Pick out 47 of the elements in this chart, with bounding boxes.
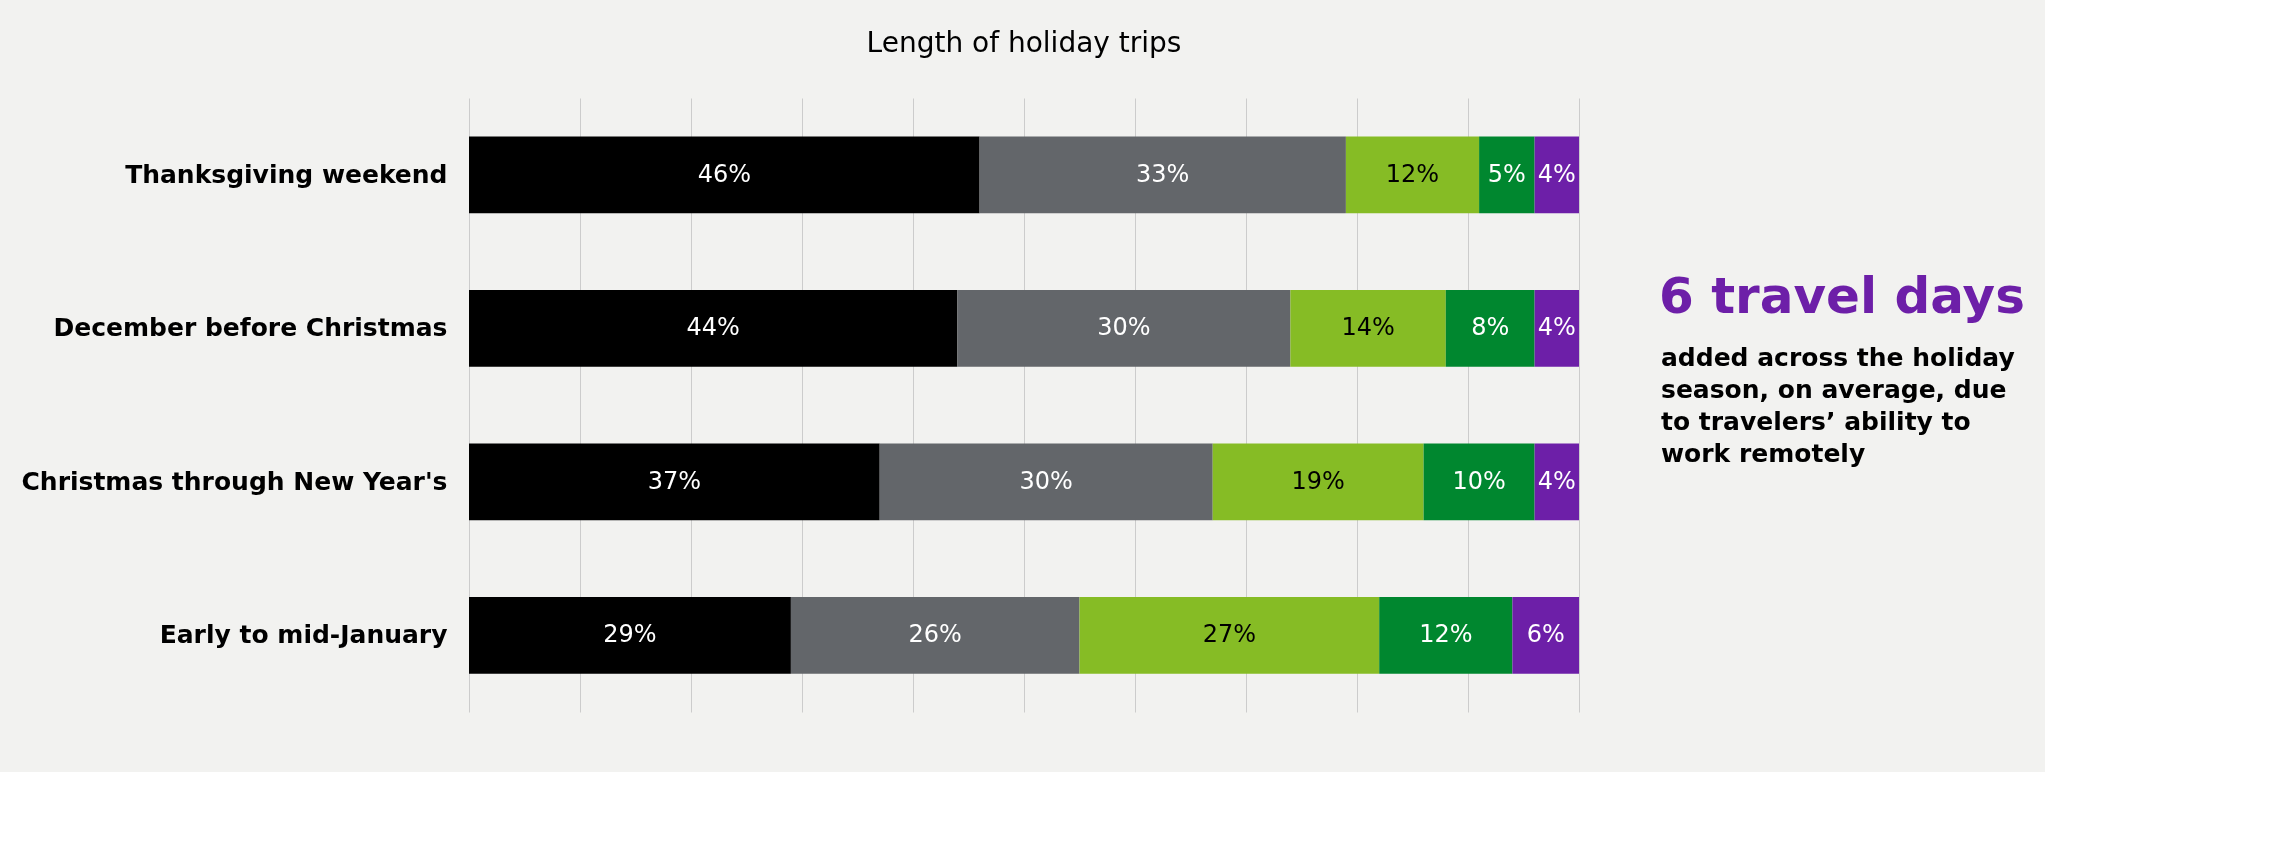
bar xyxy=(469,136,980,214)
bar xyxy=(1345,136,1480,214)
bar xyxy=(1479,136,1535,214)
data-label: 44% xyxy=(686,313,740,342)
chart-title: Length of holiday trips xyxy=(866,26,1182,59)
bar xyxy=(1079,596,1380,674)
bar xyxy=(469,289,958,367)
bar xyxy=(1534,136,1579,214)
data-label: 19% xyxy=(1291,466,1345,495)
data-label: 4% xyxy=(1537,159,1576,188)
bar xyxy=(979,136,1346,214)
data-label: 8% xyxy=(1471,313,1510,342)
data-label: 12% xyxy=(1385,159,1440,188)
y-tick-label: December before Christmas xyxy=(53,313,448,343)
bar xyxy=(1423,443,1535,521)
bar xyxy=(1534,443,1579,521)
data-label: 14% xyxy=(1341,313,1395,342)
bar xyxy=(879,443,1213,521)
bar xyxy=(1212,443,1424,521)
data-label: 10% xyxy=(1452,466,1506,495)
data-label: 46% xyxy=(697,159,751,188)
data-label: 6% xyxy=(1526,620,1565,649)
y-tick-label: Thanksgiving weekend xyxy=(125,159,448,189)
bar xyxy=(1512,596,1579,674)
data-label: 30% xyxy=(1019,466,1073,495)
bar xyxy=(1445,289,1535,367)
text: 6 travel days xyxy=(1659,267,2025,325)
data-label: 12% xyxy=(1419,620,1473,649)
bar xyxy=(469,443,880,521)
bar xyxy=(469,596,791,674)
text: added across the holiday season, on average, due to travelers’ ability to work remotely xyxy=(1661,343,2015,468)
bar xyxy=(957,289,1291,367)
data-label: 33% xyxy=(1136,159,1190,188)
bar xyxy=(1534,289,1579,367)
data-label: 4% xyxy=(1537,466,1576,495)
y-tick-label: Christmas through New Year's xyxy=(21,466,448,496)
bar xyxy=(1290,289,1446,367)
bar xyxy=(1379,596,1513,674)
data-label: 4% xyxy=(1537,313,1576,342)
data-label: 30% xyxy=(1097,313,1151,342)
data-label: 37% xyxy=(647,466,702,495)
bar xyxy=(790,596,1080,674)
data-label: 29% xyxy=(603,620,657,649)
data-label: 26% xyxy=(908,620,962,649)
data-label: 27% xyxy=(1202,620,1257,649)
y-tick-label: Early to mid-January xyxy=(159,620,448,650)
data-label: 5% xyxy=(1487,159,1526,188)
